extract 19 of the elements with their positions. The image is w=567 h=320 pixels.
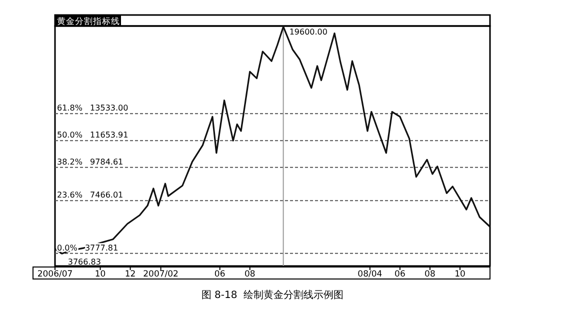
caption: 图 8-18 绘制黄金分割线示例图	[201, 289, 344, 301]
annotation: 19600.00	[289, 28, 328, 37]
x-tick-label: 08	[424, 270, 436, 280]
x-tick-label: 06	[214, 270, 226, 280]
x-tick-label: 2006/07	[37, 270, 73, 280]
ref-line-label: 0.0% 3777.81	[57, 243, 118, 252]
ref-line-label: 38.2% 9784.61	[57, 157, 124, 166]
ref-line-label: 50.0% 11653.91	[57, 130, 128, 140]
x-tick-label: 06	[394, 270, 406, 280]
ref-line-label: 23.6% 7466.01	[57, 190, 124, 200]
title: 黄金分割指标线	[55, 16, 121, 27]
ref-line-label: 61.8% 13533.00	[57, 104, 128, 113]
x-tick-label: 08/04	[358, 270, 382, 280]
x-tick-label: 10	[454, 270, 466, 280]
x-tick-label: 2007/02	[143, 270, 178, 280]
x-tick-label: 08	[244, 270, 256, 280]
x-tick-label: 10	[94, 270, 106, 280]
x-tick-label: 12	[124, 270, 136, 280]
annotation: 3766.83	[68, 258, 101, 267]
